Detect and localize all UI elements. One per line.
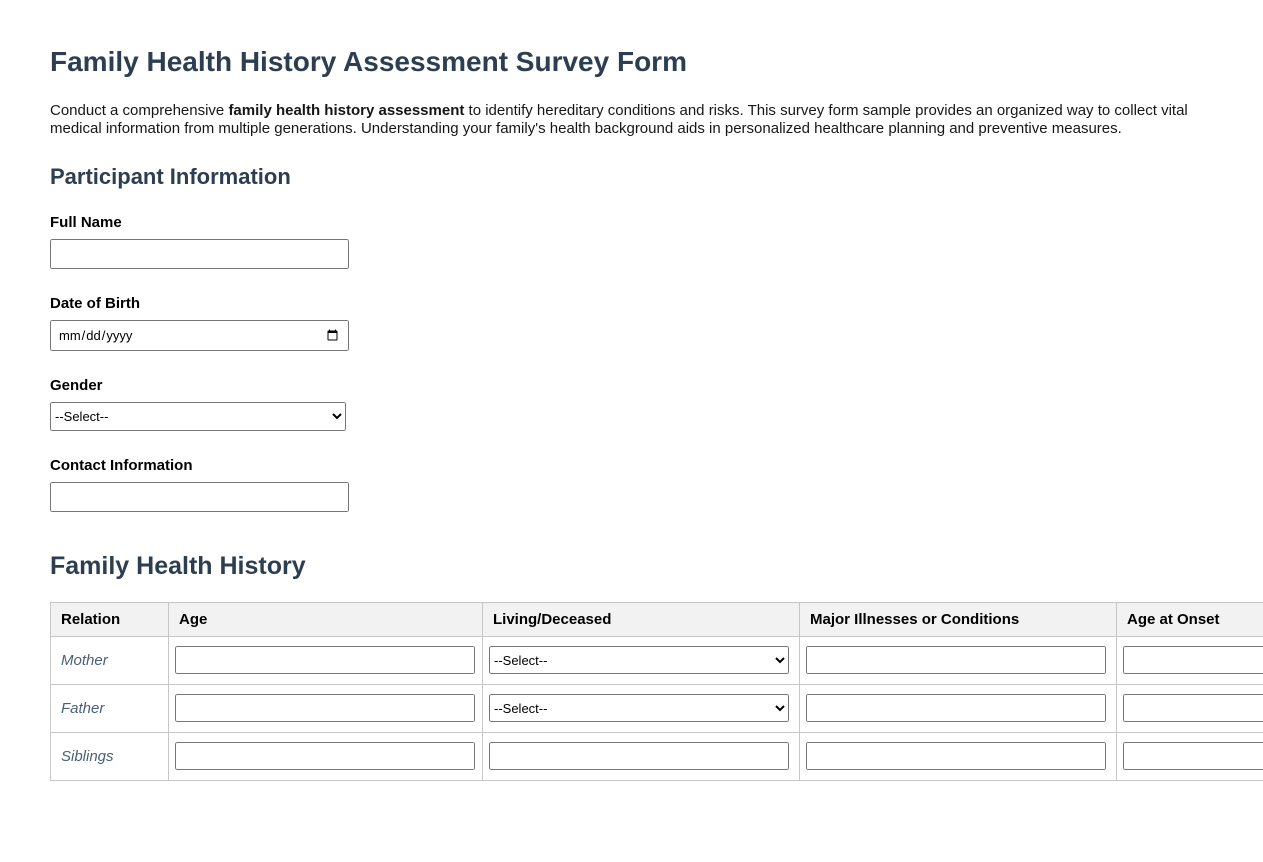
contact-information-field: Contact Information	[50, 457, 1197, 512]
participant-information-heading: Participant Information	[50, 164, 1197, 190]
date-of-birth-field: Date of Birth	[50, 295, 1197, 351]
mother-living-deceased-select[interactable]: --Select--	[489, 646, 789, 674]
table-header-row: Relation Age Living/Deceased Major Illne…	[51, 602, 1263, 636]
page-container: Family Health History Assessment Survey …	[50, 46, 1197, 781]
gender-select[interactable]: --Select--	[50, 402, 346, 431]
relation-label-mother: Mother	[51, 636, 169, 684]
mother-age-input[interactable]	[175, 646, 475, 674]
father-living-cell: --Select--	[483, 684, 800, 732]
relation-label-siblings: Siblings	[51, 732, 169, 780]
column-header-living-deceased: Living/Deceased	[483, 602, 800, 636]
siblings-age-onset-cell	[1117, 732, 1263, 780]
full-name-field: Full Name	[50, 214, 1197, 269]
father-age-input[interactable]	[175, 694, 475, 722]
table-row-father: Father --Select--	[51, 684, 1263, 732]
siblings-age-input[interactable]	[175, 742, 475, 770]
table-row-siblings: Siblings	[51, 732, 1263, 780]
contact-information-input[interactable]	[50, 482, 349, 512]
column-header-age: Age	[169, 602, 483, 636]
intro-text-pre: Conduct a comprehensive	[50, 102, 228, 119]
date-of-birth-input[interactable]	[50, 320, 349, 351]
father-illnesses-cell	[800, 684, 1117, 732]
mother-age-at-onset-input[interactable]	[1123, 646, 1263, 674]
mother-living-cell: --Select--	[483, 636, 800, 684]
date-of-birth-label: Date of Birth	[50, 295, 1197, 312]
mother-age-onset-cell	[1117, 636, 1263, 684]
intro-text-bold: family health history assessment	[228, 102, 464, 119]
intro-paragraph: Conduct a comprehensive family health hi…	[50, 102, 1197, 139]
mother-major-illnesses-input[interactable]	[806, 646, 1106, 674]
column-header-major-illnesses: Major Illnesses or Conditions	[800, 602, 1117, 636]
family-health-history-heading: Family Health History	[50, 552, 1197, 581]
full-name-label: Full Name	[50, 214, 1197, 231]
father-age-onset-cell	[1117, 684, 1263, 732]
father-living-deceased-select[interactable]: --Select--	[489, 694, 789, 722]
siblings-living-cell	[483, 732, 800, 780]
relation-label-father: Father	[51, 684, 169, 732]
table-row-mother: Mother --Select--	[51, 636, 1263, 684]
siblings-living-deceased-input[interactable]	[489, 742, 789, 770]
father-major-illnesses-input[interactable]	[806, 694, 1106, 722]
column-header-age-at-onset: Age at Onset	[1117, 602, 1263, 636]
father-age-cell	[169, 684, 483, 732]
contact-information-label: Contact Information	[50, 457, 1197, 474]
siblings-age-cell	[169, 732, 483, 780]
full-name-input[interactable]	[50, 239, 349, 269]
column-header-relation: Relation	[51, 602, 169, 636]
mother-age-cell	[169, 636, 483, 684]
gender-field: Gender --Select--	[50, 377, 1197, 431]
page-title: Family Health History Assessment Survey …	[50, 46, 1197, 78]
mother-illnesses-cell	[800, 636, 1117, 684]
siblings-age-at-onset-input[interactable]	[1123, 742, 1263, 770]
gender-label: Gender	[50, 377, 1197, 394]
siblings-major-illnesses-input[interactable]	[806, 742, 1106, 770]
father-age-at-onset-input[interactable]	[1123, 694, 1263, 722]
family-health-history-table: Relation Age Living/Deceased Major Illne…	[50, 602, 1263, 781]
siblings-illnesses-cell	[800, 732, 1117, 780]
